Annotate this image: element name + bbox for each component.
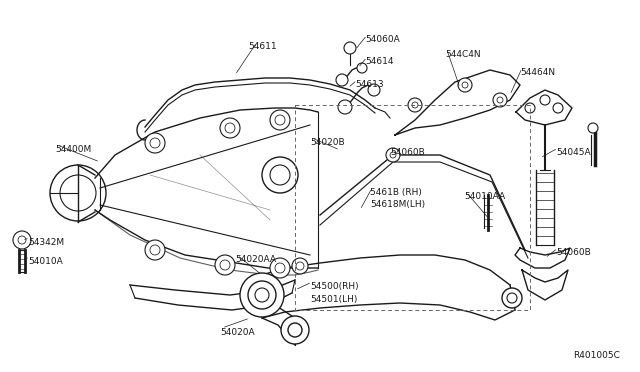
Text: 54045A: 54045A [556,148,591,157]
Circle shape [588,123,598,133]
Circle shape [270,110,290,130]
Bar [295,105,530,310]
Text: 54611: 54611 [248,42,276,51]
Text: R401005C: R401005C [573,351,620,360]
Polygon shape [395,70,520,135]
Circle shape [386,148,400,162]
Text: 54010AA: 54010AA [464,192,505,201]
Text: 5461B (RH): 5461B (RH) [370,188,422,197]
Circle shape [248,281,276,309]
Circle shape [262,157,298,193]
Text: 54400M: 54400M [55,145,92,154]
Circle shape [292,258,308,274]
Text: 54501(LH): 54501(LH) [310,295,357,304]
Circle shape [145,240,165,260]
Circle shape [502,288,522,308]
Polygon shape [515,248,570,268]
Circle shape [288,323,302,337]
Circle shape [525,103,535,113]
Text: 54614: 54614 [365,57,394,66]
Text: 54060B: 54060B [556,248,591,257]
Circle shape [408,98,422,112]
Circle shape [493,93,507,107]
Circle shape [336,74,348,86]
Text: 54060B: 54060B [390,148,425,157]
Circle shape [145,133,165,153]
Text: 54020A: 54020A [220,328,255,337]
Circle shape [553,103,563,113]
Text: 54010A: 54010A [28,257,63,266]
Text: 54618M(LH): 54618M(LH) [370,200,425,209]
Text: 54342M: 54342M [28,238,64,247]
Polygon shape [516,90,572,125]
Text: 54020B: 54020B [310,138,344,147]
Circle shape [270,258,290,278]
Text: 54060A: 54060A [365,35,400,44]
Circle shape [338,100,352,114]
Text: 54020AA: 54020AA [235,255,276,264]
Circle shape [458,78,472,92]
Circle shape [281,316,309,344]
Text: 544C4N: 544C4N [445,50,481,59]
Circle shape [357,63,367,73]
Circle shape [215,255,235,275]
Circle shape [220,118,240,138]
Circle shape [270,165,290,185]
Text: 54500(RH): 54500(RH) [310,282,358,291]
Polygon shape [522,270,568,300]
Circle shape [344,42,356,54]
Circle shape [13,231,31,249]
Text: 54613: 54613 [355,80,383,89]
Circle shape [240,273,284,317]
Circle shape [540,95,550,105]
Circle shape [368,84,380,96]
Text: 54464N: 54464N [520,68,555,77]
